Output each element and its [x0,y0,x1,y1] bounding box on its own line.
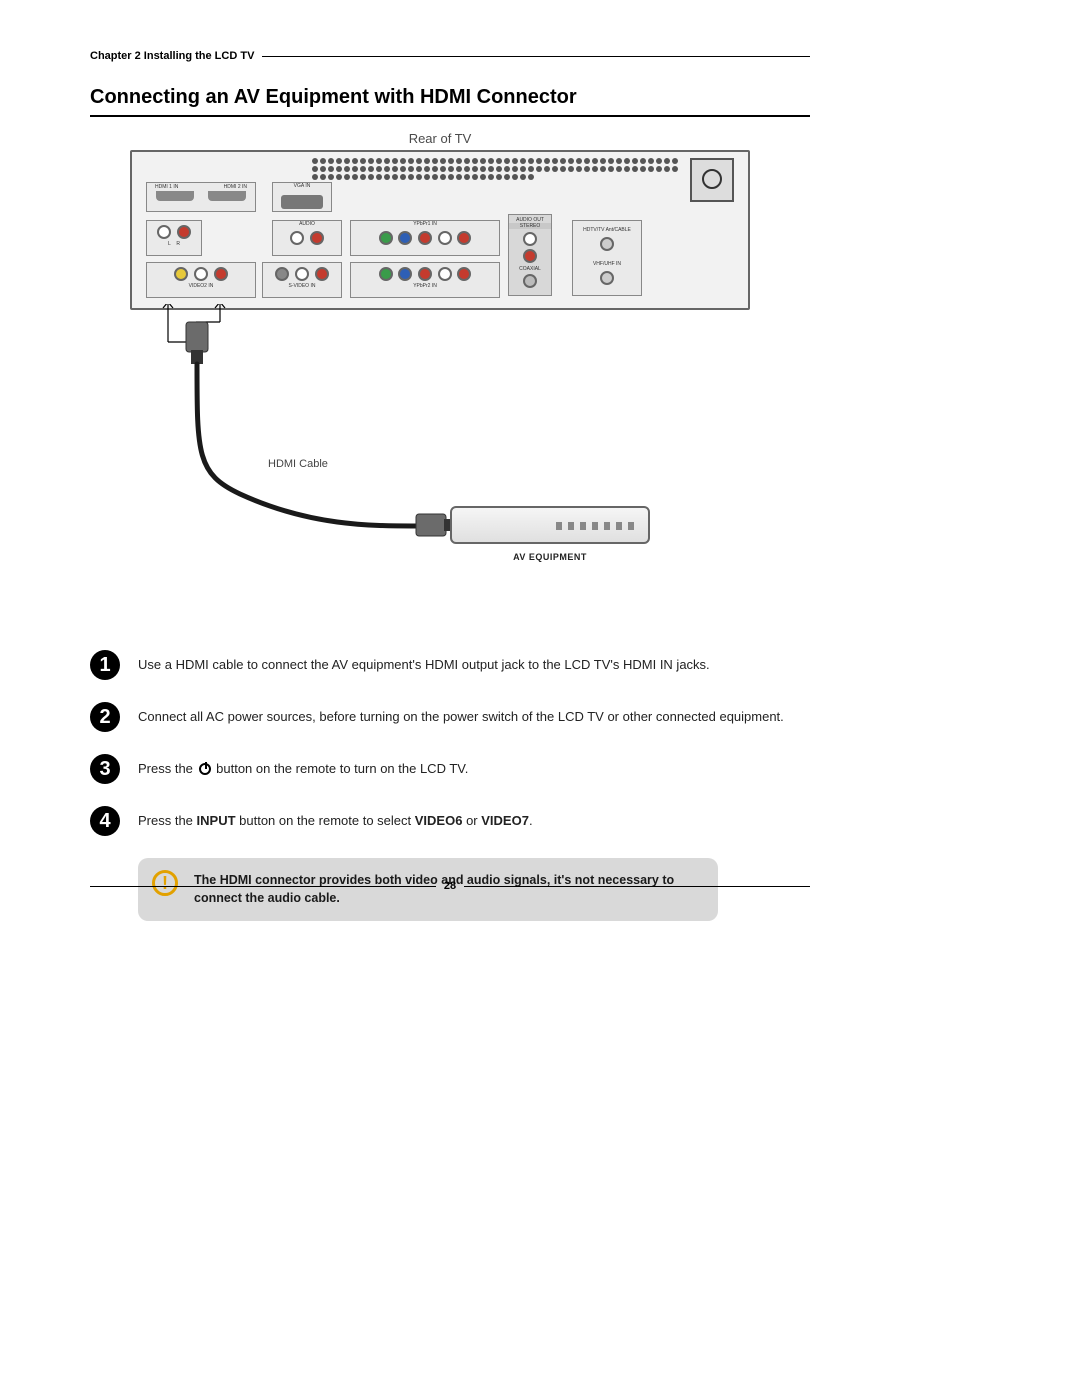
rca-red-icon [315,267,329,281]
svideo-group: S-VIDEO IN [262,262,342,298]
section-heading: Connecting an AV Equipment with HDMI Con… [90,86,810,109]
step-number: 1 [90,650,120,680]
footer-rule [90,886,436,887]
video7-keyword: VIDEO7 [481,813,529,828]
hdmi-cable-icon [130,304,750,574]
rear-of-tv-label: Rear of TV [130,131,750,146]
rca-red-icon [177,225,191,239]
ant-icon [600,237,614,251]
l-label: L [168,241,171,247]
step-text-part: Press the [138,813,197,828]
power-icon [199,763,211,775]
audio-label: AUDIO [299,221,315,227]
step-text: Use a HDMI cable to connect the AV equip… [138,650,710,675]
step-4: 4 Press the INPUT button on the remote t… [90,806,810,836]
av-equipment-icon [450,506,650,544]
step-text-part: button on the remote to select [236,813,415,828]
rca-blue-icon [398,267,412,281]
svideo-icon [275,267,289,281]
rca-red-icon [457,231,471,245]
chapter-rule [262,56,810,57]
step-text-part: or [462,813,481,828]
step-3: 3 Press the button on the remote to turn… [90,754,810,784]
audio-out-group: AUDIO OUT STEREO COAXIAL [508,214,552,296]
av-equipment-label: AV EQUIPMENT [450,552,650,562]
audio-lr-group: L R [146,220,202,256]
vga-audio-group: AUDIO [272,220,342,256]
power-inlet-icon [690,158,734,202]
vhf-label: VHF/UHF IN [573,261,641,267]
tv-rear-panel: HDMI 1 IN HDMI 2 IN VGA IN L R AUDIO [130,150,750,310]
chapter-header: Chapter 2 Installing the LCD TV [90,50,810,62]
step-2: 2 Connect all AC power sources, before t… [90,702,810,732]
rca-red-icon [418,231,432,245]
step-number: 3 [90,754,120,784]
page-footer: 28 [90,880,810,892]
cable-diagram: HDMI Cable AV EQUIPMENT [130,310,750,570]
hdmi1-port-icon [156,191,194,201]
antenna-group: HDTV/TV Ant/CABLE VHF/UHF IN [572,220,642,296]
rca-blue-icon [398,231,412,245]
rca-yellow-icon [174,267,188,281]
rca-red-icon [418,267,432,281]
ypbpr2-group: YPbPr2 IN [350,262,500,298]
video6-keyword: VIDEO6 [415,813,463,828]
step-text-part: button on the remote to turn on the LCD … [213,761,469,776]
coaxial-label: COAXIAL [519,266,541,272]
video2-group: VIDEO2 IN [146,262,256,298]
rca-white-icon [290,231,304,245]
step-text: Press the INPUT button on the remote to … [138,806,533,831]
heading-rule [90,115,810,117]
video2-label: VIDEO2 IN [189,283,214,289]
vga-port-group: VGA IN [272,182,332,212]
rca-red-icon [523,249,537,263]
input-keyword: INPUT [197,813,236,828]
rca-white-icon [157,225,171,239]
ant-icon [600,271,614,285]
stereo-label: STEREO [509,223,551,229]
page-number: 28 [444,880,456,892]
r-label: R [176,241,180,247]
rca-red-icon [457,267,471,281]
vga-port-icon [281,195,323,209]
svideo-label: S-VIDEO IN [289,283,316,289]
step-text-part: Press the [138,761,197,776]
manual-page: Chapter 2 Installing the LCD TV Connecti… [90,50,810,921]
hdmi-port-group: HDMI 1 IN HDMI 2 IN [146,182,256,212]
footer-rule [464,886,810,887]
rca-green-icon [379,231,393,245]
hdmi2-port-icon [208,191,246,201]
rca-white-icon [295,267,309,281]
ypbpr2-label: YPbPr2 IN [413,283,437,289]
step-text: Connect all AC power sources, before tur… [138,702,784,727]
vent-holes [312,158,678,178]
rca-green-icon [379,267,393,281]
hdmi-cable-label: HDMI Cable [268,458,328,470]
step-1: 1 Use a HDMI cable to connect the AV equ… [90,650,810,680]
hdtv-label: HDTV/TV Ant/CABLE [573,227,641,233]
step-number: 4 [90,806,120,836]
rca-red-icon [214,267,228,281]
rca-white-icon [194,267,208,281]
vga-label: VGA IN [294,183,311,189]
ypbpr1-label: YPbPr1 IN [413,221,437,227]
step-number: 2 [90,702,120,732]
rca-white-icon [438,267,452,281]
hdmi2-label: HDMI 2 IN [224,184,247,190]
hdmi1-label: HDMI 1 IN [155,184,178,190]
step-text-part: . [529,813,533,828]
ypbpr1-group: YPbPr1 IN [350,220,500,256]
rca-white-icon [523,232,537,246]
coax-icon [523,274,537,288]
rca-red-icon [310,231,324,245]
step-text: Press the button on the remote to turn o… [138,754,468,779]
connection-diagram: Rear of TV HDMI 1 IN HDMI 2 IN VGA IN L … [130,131,750,570]
rca-white-icon [438,231,452,245]
chapter-label: Chapter 2 Installing the LCD TV [90,50,262,62]
